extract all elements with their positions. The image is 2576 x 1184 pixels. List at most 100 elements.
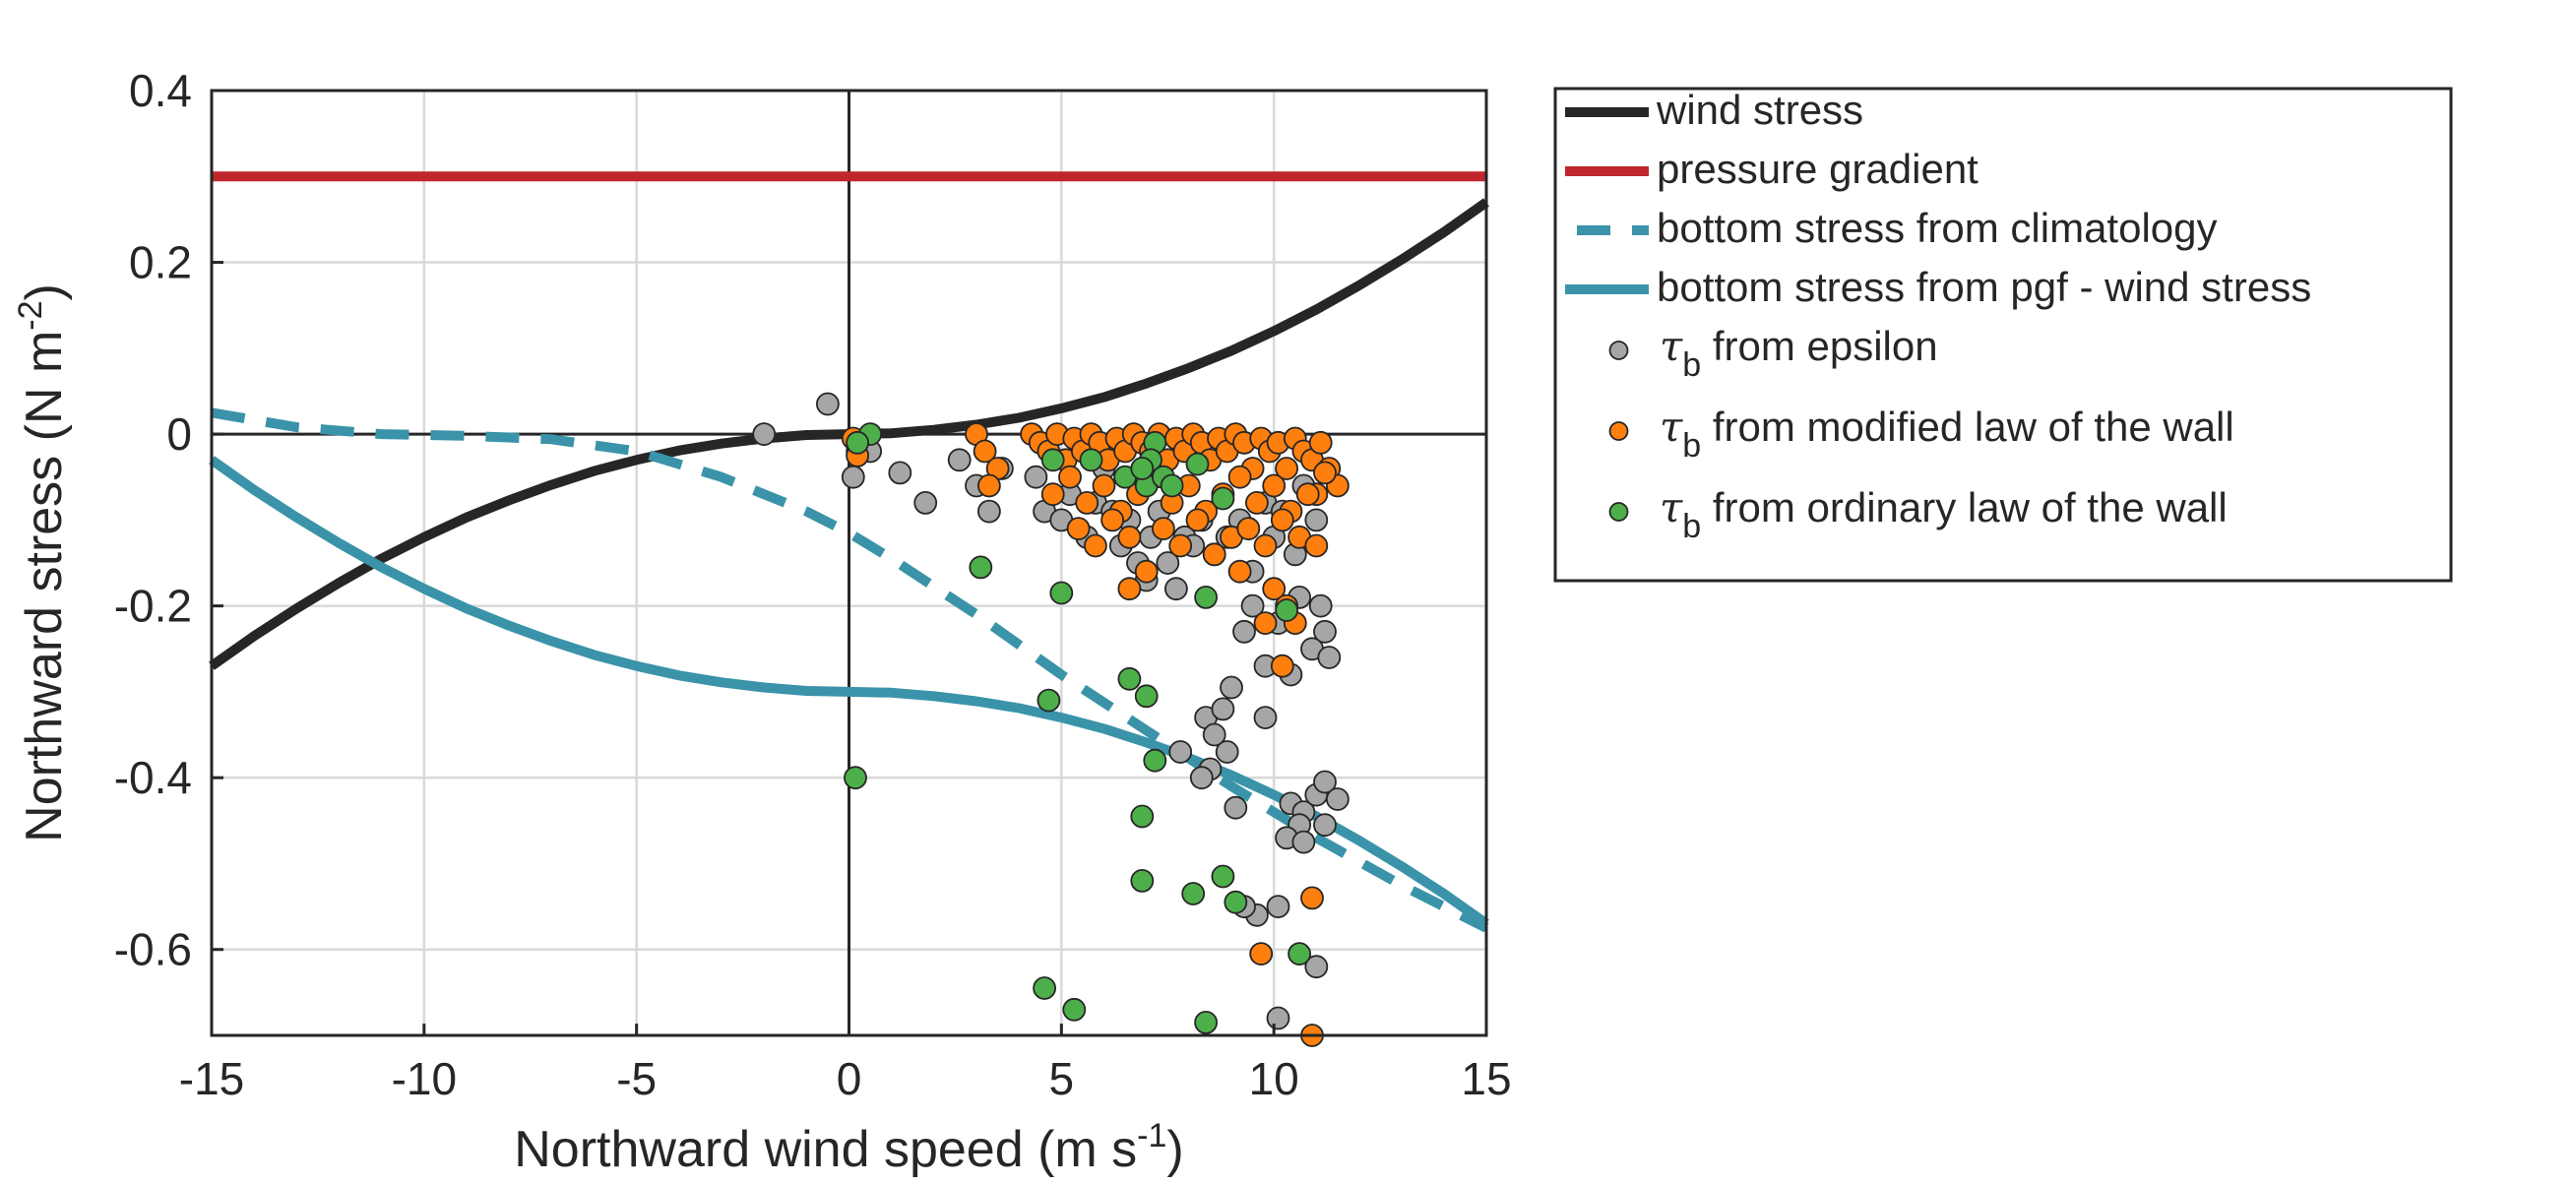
scatter-point-from-ordinary-law-of-the-wall	[1211, 486, 1235, 511]
x-tick-label: 10	[1249, 1053, 1299, 1104]
x-tick-label: 0	[837, 1053, 862, 1104]
legend-swatch-marker	[1608, 421, 1629, 441]
scatter-point-from-ordinary-law-of-the-wall	[1130, 804, 1155, 829]
x-axis-title-main: Northward wind speed (m s	[514, 1121, 1137, 1178]
scatter-point-from-modified-law-of-the-wall	[1304, 533, 1329, 558]
scatter-point-from-epsilon	[1313, 813, 1337, 838]
scatter-point-from-ordinary-law-of-the-wall	[1117, 666, 1142, 691]
legend-swatch-marker	[1608, 341, 1629, 360]
scatter-point-from-epsilon	[977, 499, 1001, 524]
scatter-point-from-modified-law-of-the-wall	[1185, 508, 1210, 532]
scatter-point-from-modified-law-of-the-wall	[1202, 542, 1226, 567]
scatter-point-from-ordinary-law-of-the-wall	[1288, 942, 1311, 966]
scatter-point-from-ordinary-law-of-the-wall	[844, 766, 867, 790]
scatter-point-from-ordinary-law-of-the-wall	[1079, 448, 1103, 472]
scatter-point-from-ordinary-law-of-the-wall	[1160, 473, 1184, 498]
legend-label: bottom stress from pgf - wind stress	[1657, 264, 2311, 310]
scatter-point-from-epsilon	[1232, 619, 1256, 644]
x-axis-title: Northward wind speed (m s-1)	[514, 1117, 1183, 1178]
scatter-point-from-epsilon	[1211, 697, 1235, 721]
scatter-point-from-modified-law-of-the-wall	[1236, 517, 1261, 540]
scatter-point-from-epsilon	[1291, 830, 1316, 854]
scatter-point-from-modified-law-of-the-wall	[1227, 559, 1252, 584]
y-tick-label: 0	[166, 408, 192, 460]
scatter-point-from-epsilon	[1220, 675, 1243, 700]
scatter-point-from-epsilon	[1308, 593, 1333, 618]
scatter-point-from-modified-law-of-the-wall	[1245, 490, 1269, 515]
scatter-point-from-modified-law-of-the-wall	[1308, 430, 1333, 455]
scatter-point-from-ordinary-law-of-the-wall	[1181, 882, 1206, 905]
scatter-points	[752, 392, 1350, 1047]
legend-label: wind stress	[1656, 87, 1863, 133]
scatter-point-from-epsilon	[1313, 770, 1337, 794]
legend-box	[1553, 87, 2453, 583]
scatter-point-from-epsilon	[913, 490, 938, 515]
x-tick-label: -5	[616, 1053, 657, 1104]
scatter-point-from-modified-law-of-the-wall	[1270, 508, 1294, 532]
y-tick-label: 0.4	[129, 65, 192, 116]
scatter-point-from-epsilon	[1224, 795, 1248, 820]
y-axis-title-main: Northward stress (N m	[16, 331, 73, 842]
scatter-point-from-modified-law-of-the-wall	[1084, 533, 1107, 558]
scatter-point-from-modified-law-of-the-wall	[1152, 517, 1175, 540]
scatter-point-from-epsilon	[1215, 740, 1239, 764]
scatter-point-from-epsilon	[816, 392, 840, 416]
x-axis-title-end: )	[1166, 1121, 1183, 1178]
scatter-point-from-modified-law-of-the-wall	[1270, 654, 1294, 678]
scatter-point-from-epsilon	[841, 465, 865, 489]
scatter-point-from-modified-law-of-the-wall	[1313, 461, 1337, 485]
axis-ticks: -15 -10 -5 0 5 10 15 -0.6 -0.4 -0.2 0 0.2 0.4	[114, 65, 1512, 1104]
scatter-point-from-modified-law-of-the-wall	[1117, 577, 1142, 601]
scatter-point-from-epsilon	[1202, 722, 1226, 747]
x-tick-label: 5	[1049, 1053, 1075, 1104]
x-tick-label: -10	[392, 1053, 457, 1104]
scatter-point-from-epsilon	[888, 461, 912, 485]
scatter-point-from-ordinary-law-of-the-wall	[1224, 890, 1248, 914]
legend-label: τb from epsilon	[1660, 322, 1938, 384]
scatter-point-from-ordinary-law-of-the-wall	[846, 430, 869, 455]
scatter-point-from-modified-law-of-the-wall	[1066, 517, 1091, 540]
scatter-point-from-epsilon	[1326, 787, 1350, 811]
scatter-point-from-modified-law-of-the-wall	[1134, 559, 1159, 584]
y-axis-title-end: )	[16, 283, 73, 300]
scatter-point-from-ordinary-law-of-the-wall	[1130, 869, 1155, 893]
scatter-point-from-modified-law-of-the-wall	[1253, 533, 1278, 558]
y-tick-label: -0.6	[114, 924, 192, 975]
scatter-point-from-modified-law-of-the-wall	[1295, 482, 1320, 507]
scatter-point-from-modified-law-of-the-wall	[1262, 473, 1287, 498]
scatter-point-from-ordinary-law-of-the-wall	[1130, 457, 1155, 480]
legend-label: bottom stress from climatology	[1657, 205, 2218, 251]
scatter-point-from-ordinary-law-of-the-wall	[1040, 448, 1065, 472]
scatter-point-from-epsilon	[1240, 593, 1265, 618]
x-tick-label: -15	[179, 1053, 244, 1104]
scatter-point-from-ordinary-law-of-the-wall	[969, 555, 993, 580]
legend-swatch-marker	[1608, 502, 1629, 522]
scatter-point-from-modified-law-of-the-wall	[1227, 465, 1252, 489]
scatter-point-from-epsilon	[1168, 740, 1193, 764]
scatter-point-from-epsilon	[1304, 955, 1329, 979]
scatter-point-from-epsilon	[1164, 577, 1188, 601]
scatter-point-from-modified-law-of-the-wall	[1262, 577, 1287, 601]
scatter-point-from-epsilon	[1189, 766, 1214, 790]
scatter-point-from-ordinary-law-of-the-wall	[1143, 748, 1167, 773]
scatter-point-from-modified-law-of-the-wall	[1168, 533, 1193, 558]
x-tick-label: 15	[1461, 1053, 1511, 1104]
scatter-point-from-ordinary-law-of-the-wall	[1275, 598, 1298, 622]
scatter-point-from-epsilon	[1024, 465, 1048, 489]
scatter-point-from-modified-law-of-the-wall	[1300, 886, 1324, 910]
legend-label: pressure gradient	[1657, 146, 1979, 192]
scatter-point-from-modified-law-of-the-wall	[1040, 482, 1065, 507]
scatter-point-from-ordinary-law-of-the-wall	[1062, 997, 1087, 1022]
scatter-point-from-modified-law-of-the-wall	[1253, 611, 1278, 635]
legend: wind stress pressure gradient bottom stres…	[1553, 87, 2453, 583]
scatter-point-from-modified-law-of-the-wall	[1275, 457, 1298, 480]
scatter-point-from-ordinary-law-of-the-wall	[1211, 864, 1235, 889]
scatter-point-from-modified-law-of-the-wall	[977, 473, 1001, 498]
scatter-point-from-ordinary-law-of-the-wall	[1134, 684, 1159, 709]
legend-label: τb from ordinary law of the wall	[1660, 483, 2228, 545]
series-line-bottom-stress-from-pgf-wind-stress	[209, 456, 1489, 928]
scatter-point-from-epsilon	[947, 448, 972, 472]
scatter-point-from-modified-law-of-the-wall	[1092, 473, 1116, 498]
scatter-point-from-modified-law-of-the-wall	[1100, 508, 1124, 532]
